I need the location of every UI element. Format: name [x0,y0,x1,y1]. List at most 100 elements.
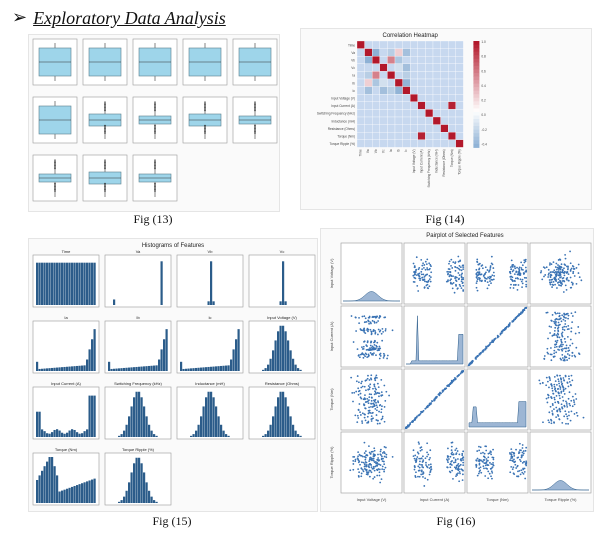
heatmap-cell [402,132,411,140]
pairplot-point [564,387,567,390]
histogram-bar [294,430,297,437]
histogram-bar [83,482,86,503]
pairplot-point [484,462,487,465]
heatmap-cell [356,86,365,95]
pairplot-point [558,324,560,327]
pairplot-point [496,336,499,339]
heatmap-cell [387,94,396,102]
heatmap-cell [440,94,449,102]
pairplot-point [375,347,377,350]
histogram-bar [192,368,195,371]
pairplot-point [567,267,569,269]
heatmap-cell [432,101,441,110]
pairplot-point [578,276,581,279]
pairplot-point [458,274,461,277]
pairplot-point [426,451,428,454]
histogram-bar [212,397,215,437]
pairplot-point [509,272,512,275]
pairplot-point [442,389,445,392]
colorbar-segment [473,140,480,145]
pairplot-point [372,477,375,480]
pairplot-point [461,281,464,284]
pairplot-point [361,420,363,423]
pairplot-point [558,336,561,339]
histogram-title: Ic [208,315,211,320]
pairplot-point [421,473,424,475]
heatmap-col-label: Switching Frequency (kHz) [427,149,431,187]
histogram-bar [235,339,238,371]
pairplot-point [416,284,419,287]
pairplot-point [543,267,546,269]
pairplot-point [356,421,359,424]
histogram-bar [297,368,300,371]
pairplot-point [360,461,363,464]
pairplot-point [479,352,481,355]
pairplot-title: Pairplot of Selected Features [426,233,503,239]
pairplot-point [488,452,491,454]
pairplot-point [375,321,378,324]
pairplot-point [559,265,562,268]
heatmap-cell [440,78,449,87]
pairplot-point [548,272,550,275]
pairplot-point [558,258,561,261]
pairplot-point [573,403,576,406]
heatmap-cell [455,116,464,125]
pairplot-point [566,268,569,271]
colorbar-segment [473,122,480,127]
pairplot-point [368,315,371,318]
heatmap-cell [440,40,449,49]
pairplot-point [523,259,526,262]
pairplot-point [452,261,455,264]
pairplot-point [363,465,366,468]
histogram-bar [66,366,69,371]
pairplot-point [543,275,545,278]
pairplot-point [379,355,382,357]
pairplot-point [380,394,383,397]
boxplot-outlier [154,124,156,127]
heatmap-cell [432,124,441,133]
pairplot-point [525,277,528,279]
pairplot-point [422,476,424,478]
histogram-bar [36,411,39,437]
histogram-bar [279,391,282,437]
pairplot-point [491,477,493,480]
pairplot-point [566,382,569,384]
pairplot-point [565,278,568,281]
pairplot-axes [403,242,466,305]
pairplot-point [491,340,494,343]
pairplot-point [549,353,552,356]
pairplot-point [373,405,376,408]
pairplot-point [518,271,521,274]
pairplot-point [379,464,382,466]
boxplot-outlier [154,167,156,170]
pairplot-point [462,266,465,269]
pairplot-point [357,393,360,396]
histogram-bar [210,366,213,371]
histogram-title: Torque Ripple (%) [122,447,155,452]
histogram-bar [68,262,71,305]
pairplot-point [560,263,563,266]
histogram-bar [63,262,66,305]
pairplot-point [555,275,557,278]
pairplot-point [553,385,556,388]
pairplot-point [437,393,440,396]
pairplot-point [375,344,378,347]
pairplot-point [384,328,387,330]
pairplot-point [519,274,522,277]
histogram-title: Vb [208,249,214,254]
histogram-bar [135,391,138,437]
histogram-bar [61,367,64,371]
heatmap-cell [372,139,380,148]
colorbar-segment [473,126,480,131]
pairplot-point [357,381,360,384]
heatmap-cell [425,63,434,72]
histogram-bar [138,391,141,437]
pairplot-point [383,354,386,357]
pairplot-point [373,344,376,346]
pairplot-point [377,457,380,459]
histogram-bar [125,490,128,503]
histogram-bar [267,364,270,371]
histogram-bar [56,262,59,305]
pairplot-point [491,274,494,277]
pairplot-point [518,266,521,269]
